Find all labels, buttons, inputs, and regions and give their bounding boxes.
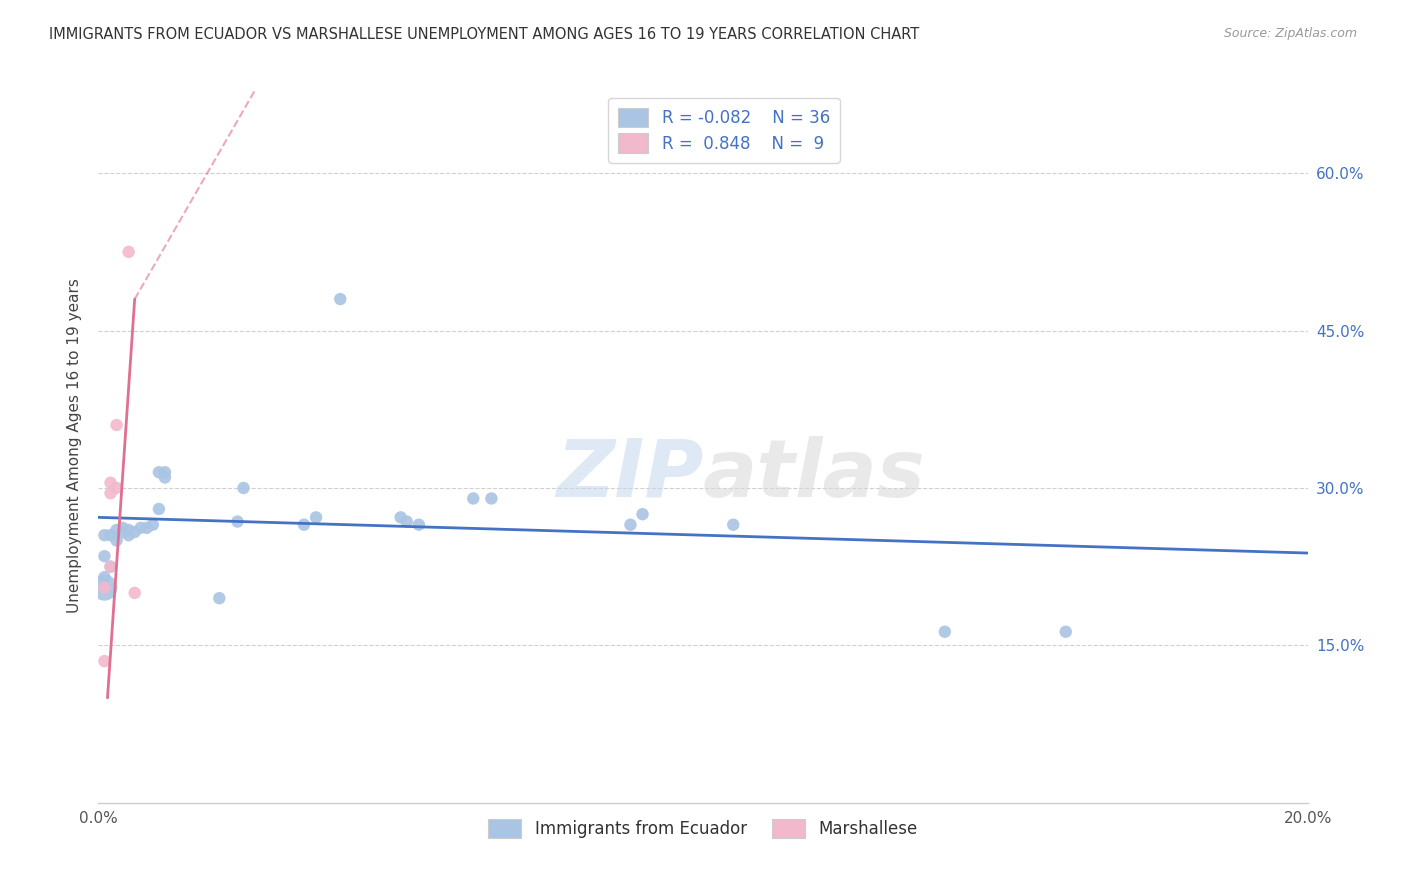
Text: atlas: atlas	[703, 435, 925, 514]
Point	[619, 517, 641, 532]
Point	[118, 244, 141, 259]
Legend: Immigrants from Ecuador, Marshallese: Immigrants from Ecuador, Marshallese	[481, 812, 925, 845]
Point	[148, 502, 170, 516]
Point	[105, 523, 128, 537]
Point	[934, 624, 956, 639]
Point	[118, 528, 141, 542]
Point	[305, 510, 328, 524]
Point	[408, 517, 430, 532]
Point	[93, 581, 115, 595]
Point	[631, 507, 654, 521]
Point	[226, 515, 249, 529]
Point	[105, 533, 128, 548]
Point	[93, 654, 115, 668]
Point	[208, 591, 231, 606]
Point	[148, 465, 170, 479]
Point	[100, 528, 122, 542]
Point	[111, 521, 134, 535]
Point	[105, 417, 128, 432]
Point	[100, 559, 122, 574]
Point	[100, 475, 122, 490]
Point	[153, 465, 176, 479]
Point	[124, 524, 146, 539]
Point	[723, 517, 745, 532]
Point	[93, 549, 115, 564]
Point	[100, 559, 122, 574]
Point	[142, 517, 165, 532]
Point	[118, 523, 141, 537]
Point	[135, 521, 157, 535]
Point	[389, 510, 412, 524]
Text: IMMIGRANTS FROM ECUADOR VS MARSHALLESE UNEMPLOYMENT AMONG AGES 16 TO 19 YEARS CO: IMMIGRANTS FROM ECUADOR VS MARSHALLESE U…	[49, 27, 920, 42]
Point	[93, 581, 115, 595]
Point	[111, 524, 134, 539]
Point	[93, 528, 115, 542]
Y-axis label: Unemployment Among Ages 16 to 19 years: Unemployment Among Ages 16 to 19 years	[66, 278, 82, 614]
Point	[395, 515, 418, 529]
Point	[329, 292, 352, 306]
Text: ZIP: ZIP	[555, 435, 703, 514]
Point	[481, 491, 503, 506]
Point	[153, 470, 176, 484]
Text: Source: ZipAtlas.com: Source: ZipAtlas.com	[1223, 27, 1357, 40]
Point	[1054, 624, 1077, 639]
Point	[124, 586, 146, 600]
Point	[93, 570, 115, 584]
Point	[100, 486, 122, 500]
Point	[232, 481, 254, 495]
Point	[292, 517, 315, 532]
Point	[129, 521, 152, 535]
Point	[463, 491, 485, 506]
Point	[105, 481, 128, 495]
